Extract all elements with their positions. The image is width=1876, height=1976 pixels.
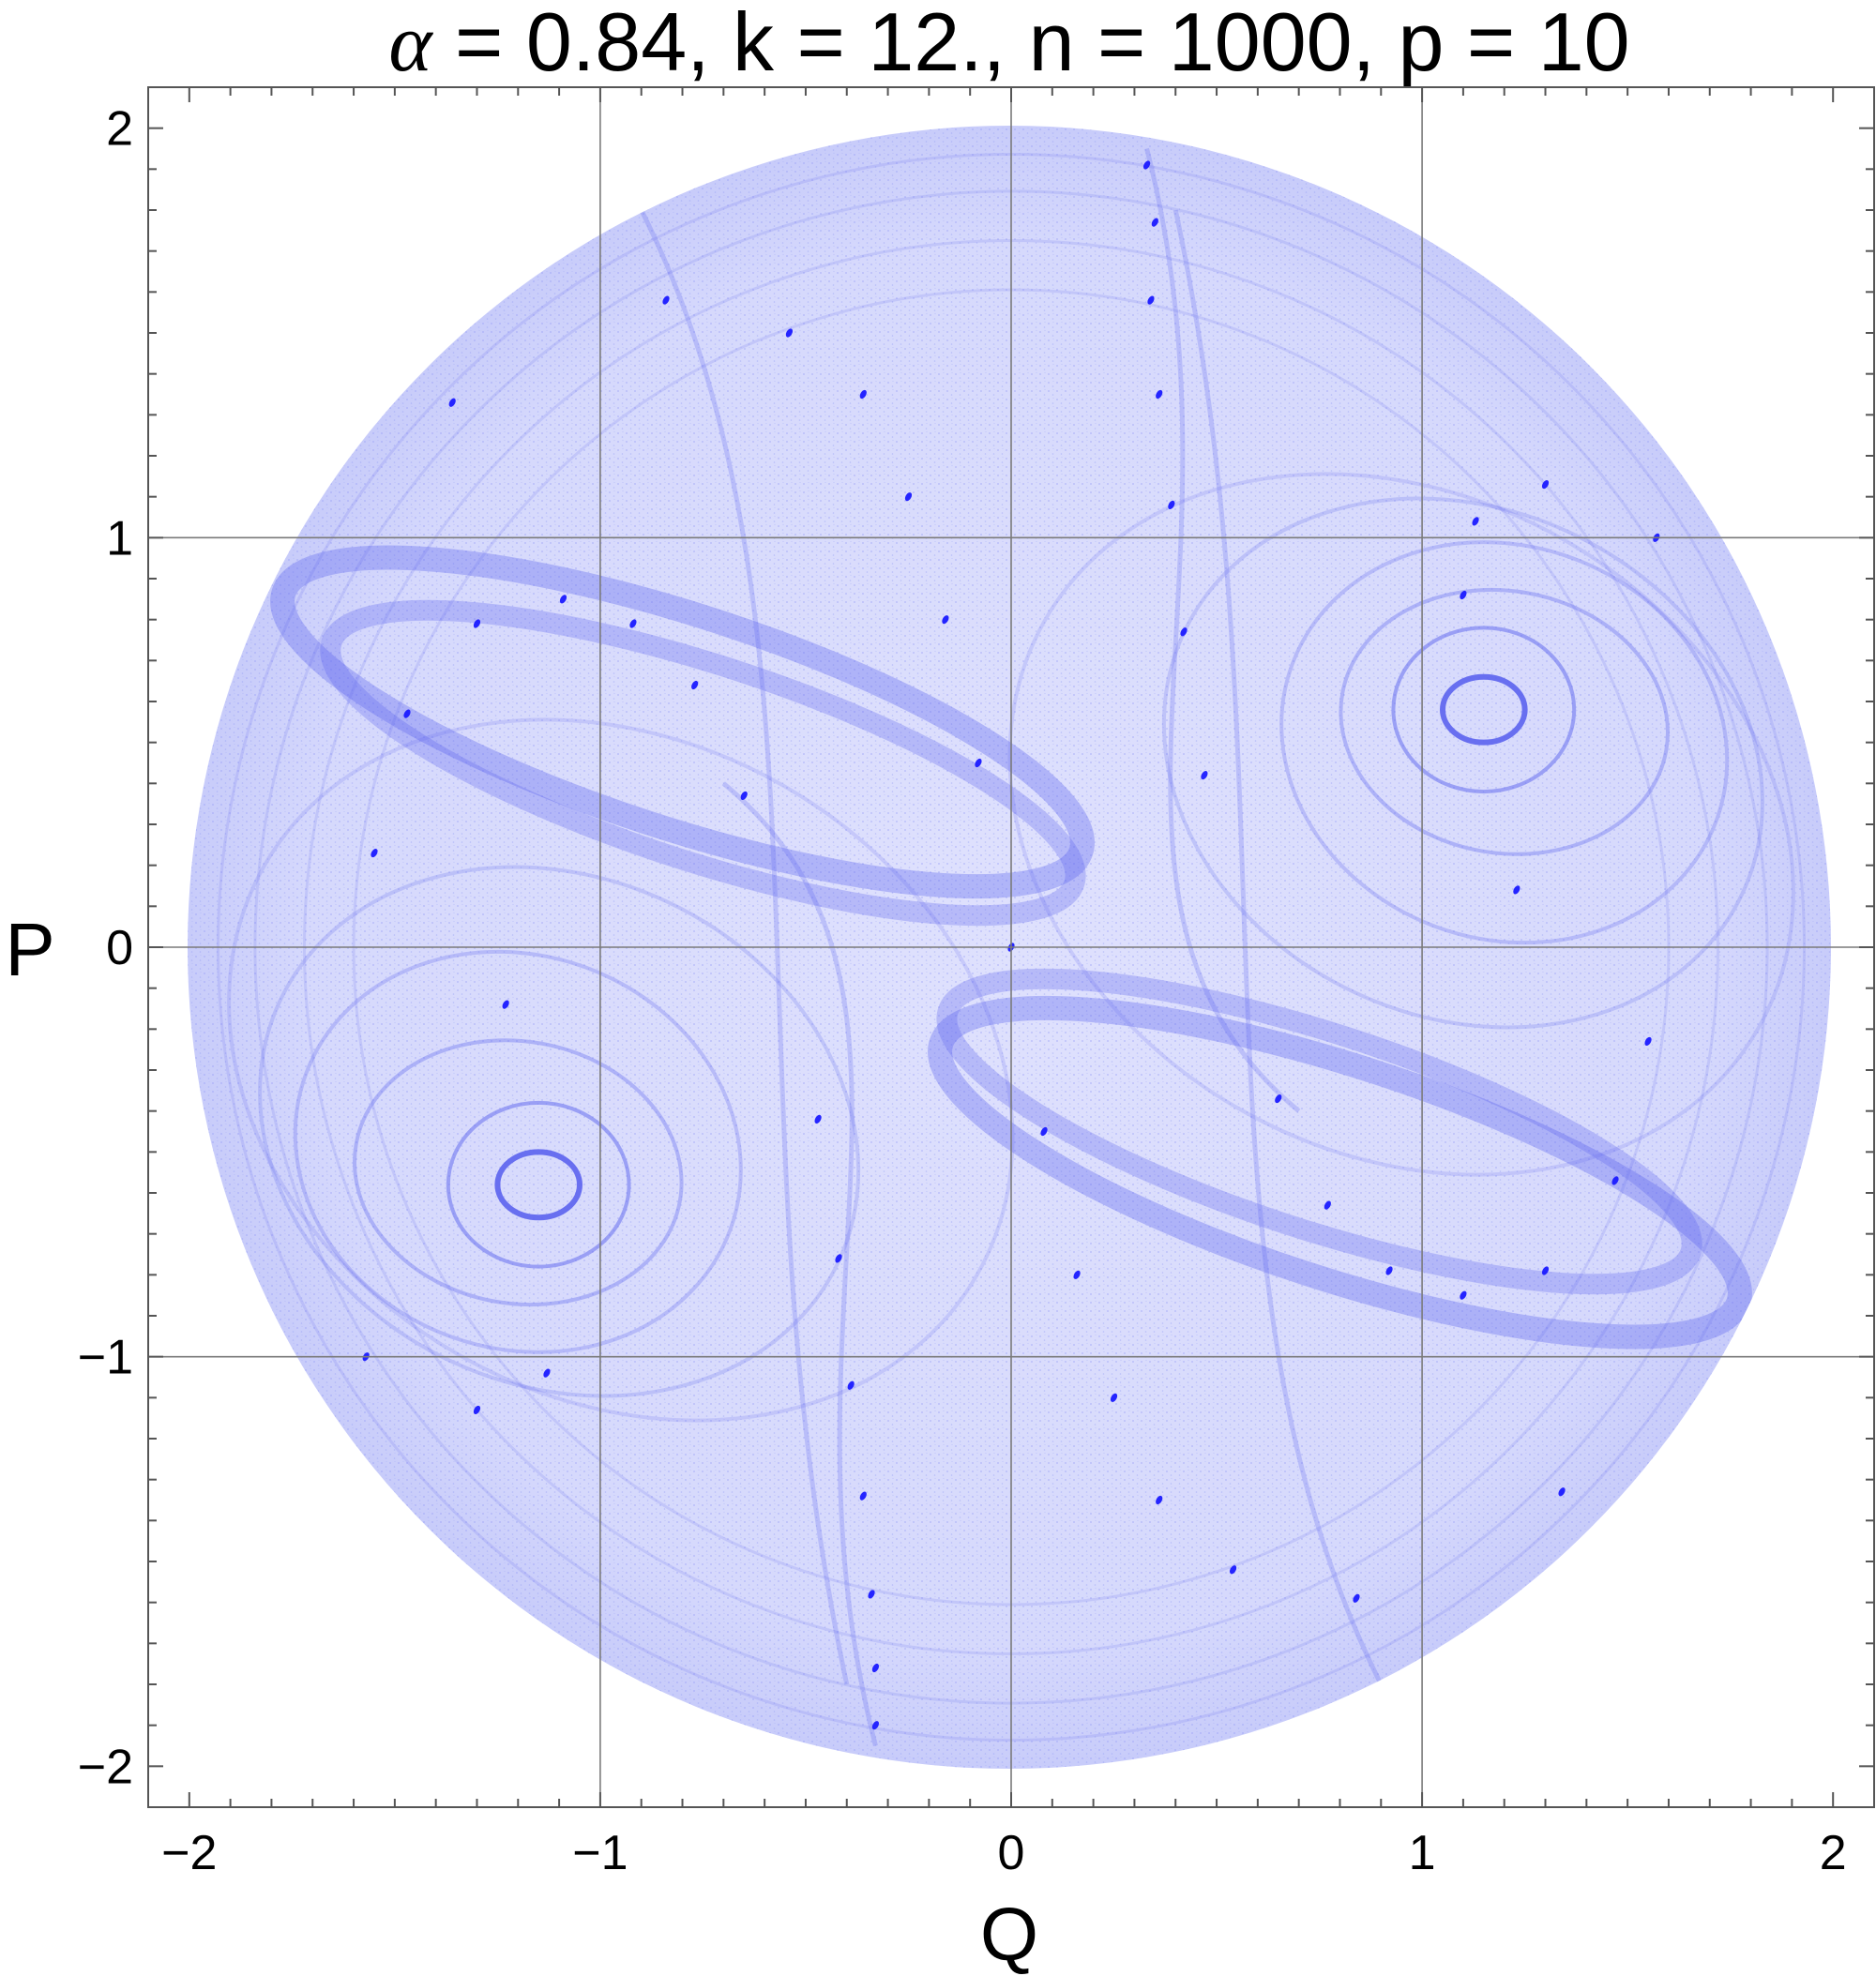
data-point (814, 1114, 822, 1124)
x-tick-label: 1 (1409, 1826, 1436, 1880)
orbit-filament (639, 208, 850, 1685)
island-loop (293, 949, 743, 1354)
island-loop (1391, 626, 1577, 794)
chart-title-text: = 0.84, k = 12., n = 1000, p = 10 (432, 0, 1630, 88)
data-point (942, 615, 949, 625)
data-point (1142, 160, 1151, 170)
data-point (371, 848, 378, 858)
x-tick-label: −1 (572, 1826, 628, 1880)
data-point (868, 1590, 875, 1599)
data-point (1513, 885, 1520, 895)
chart-title-symbol: α (388, 0, 433, 89)
data-point (1156, 389, 1163, 400)
data-point (1156, 1495, 1163, 1505)
data-point (904, 492, 913, 502)
crescent-band (320, 599, 1086, 927)
island-loop (227, 717, 1015, 1423)
data-point (629, 619, 637, 628)
island-loop (1440, 673, 1528, 746)
data-point (785, 328, 794, 338)
data-point (1558, 1487, 1566, 1497)
data-point (859, 1491, 867, 1501)
chart-title: α = 0.84, k = 12., n = 1000, p = 10 (388, 0, 1629, 89)
x-tick-label: 2 (1820, 1826, 1847, 1880)
y-tick-label: 1 (106, 511, 133, 566)
data-point (1541, 479, 1550, 490)
x-tick-label: 0 (998, 1826, 1025, 1880)
data-point (1147, 295, 1155, 305)
data-point (1460, 590, 1467, 600)
y-tick-label: −2 (78, 1740, 133, 1794)
data-point (1472, 517, 1479, 526)
data-point (1040, 1126, 1048, 1137)
data-point (859, 389, 867, 400)
crescent-band (270, 545, 1095, 899)
y-tick-label: 0 (106, 921, 133, 975)
data-point (1180, 627, 1188, 637)
data-point (1151, 218, 1158, 227)
data-point (403, 709, 411, 718)
data-point (1073, 1270, 1081, 1279)
data-point (1460, 1290, 1467, 1300)
data-point (871, 1721, 880, 1730)
data-point (847, 1380, 855, 1390)
data-point (835, 1254, 842, 1263)
y-tick-label: 2 (106, 102, 133, 157)
y-tick-label: −1 (78, 1331, 133, 1385)
data-point (559, 595, 567, 604)
orbit-filament (1144, 147, 1301, 1113)
data-point (1275, 1094, 1282, 1104)
data-point (1168, 500, 1175, 509)
y-axis-label: P (5, 908, 54, 991)
data-point (473, 619, 481, 628)
data-point (1324, 1200, 1331, 1210)
data-point (1644, 1036, 1652, 1047)
island-loop (446, 1100, 631, 1269)
dense-point-clusters (362, 160, 1660, 1730)
island-loop (1339, 587, 1670, 856)
x-axis-label: Q (980, 1893, 1038, 1976)
data-point (1541, 1266, 1550, 1275)
tick-labels: −2 −1 0 1 2 −2 −1 0 1 2 (78, 102, 1847, 1880)
gridlines (148, 87, 1874, 1807)
crescent-band (936, 968, 1702, 1295)
island-loop (353, 1038, 684, 1307)
data-point (1353, 1593, 1360, 1603)
island-loop (494, 1149, 583, 1221)
island-loop (1279, 540, 1730, 945)
axis-ticks (147, 86, 1875, 1808)
data-point (543, 1368, 551, 1378)
orbit-filament (721, 781, 878, 1747)
island-loop (1007, 472, 1795, 1177)
x-tick-label: −2 (161, 1826, 217, 1880)
data-point (691, 680, 699, 690)
data-point (473, 1405, 481, 1415)
data-point (662, 295, 670, 305)
data-point (1229, 1565, 1237, 1575)
data-point (975, 758, 982, 768)
data-point (1110, 1393, 1118, 1402)
data-point (1611, 1176, 1619, 1185)
data-point (740, 791, 748, 801)
data-point (502, 1000, 509, 1009)
crescent-band (928, 995, 1752, 1350)
data-point (1385, 1266, 1393, 1275)
orbit-filament (1172, 209, 1384, 1686)
data-point (871, 1663, 880, 1673)
data-point (1201, 771, 1208, 780)
data-point (448, 398, 456, 407)
